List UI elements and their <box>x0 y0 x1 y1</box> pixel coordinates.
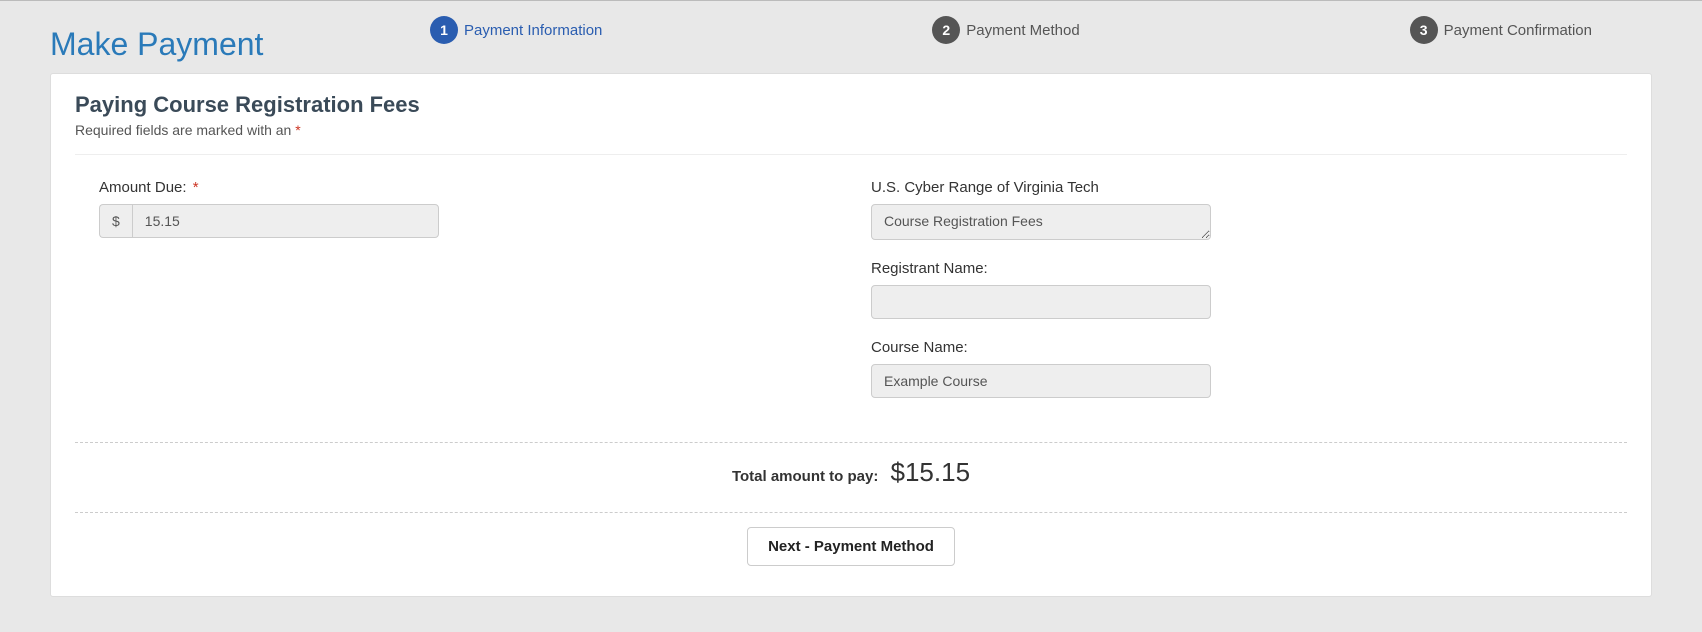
amount-due-input-group: $ <box>99 204 439 238</box>
right-column: U.S. Cyber Range of Virginia Tech Regist… <box>871 179 1603 418</box>
amount-due-field: Amount Due: * $ <box>99 179 831 238</box>
org-field: U.S. Cyber Range of Virginia Tech <box>871 179 1603 240</box>
org-value-input[interactable] <box>871 204 1211 240</box>
next-payment-method-button[interactable]: Next - Payment Method <box>747 527 955 566</box>
course-name-input[interactable] <box>871 364 1211 398</box>
step-number-icon: 1 <box>430 16 458 44</box>
label-text: Amount Due: <box>99 179 187 196</box>
header-area: Make Payment 1 Payment Information 2 Pay… <box>0 1 1702 73</box>
total-amount: $15.15 <box>891 457 971 487</box>
step-label: Payment Information <box>464 22 602 39</box>
page-title: Make Payment <box>50 26 430 63</box>
card-title: Paying Course Registration Fees <box>75 92 1627 118</box>
left-column: Amount Due: * $ <box>99 179 831 418</box>
required-note-text: Required fields are marked with an <box>75 122 295 138</box>
total-row: Total amount to pay: $15.15 <box>75 457 1627 488</box>
step-payment-confirmation[interactable]: 3 Payment Confirmation <box>1410 16 1592 44</box>
step-label: Payment Confirmation <box>1444 22 1592 39</box>
asterisk-icon: * <box>193 179 199 196</box>
step-label: Payment Method <box>966 22 1079 39</box>
registrant-name-field: Registrant Name: <box>871 260 1603 319</box>
dashed-divider <box>75 442 1627 443</box>
page-root: Make Payment 1 Payment Information 2 Pay… <box>0 0 1702 632</box>
button-row: Next - Payment Method <box>75 527 1627 566</box>
asterisk-icon: * <box>295 122 300 138</box>
amount-due-input[interactable] <box>132 204 439 238</box>
currency-symbol-icon: $ <box>99 204 132 238</box>
step-payment-information[interactable]: 1 Payment Information <box>430 16 602 44</box>
org-label: U.S. Cyber Range of Virginia Tech <box>871 179 1603 196</box>
total-label: Total amount to pay: <box>732 468 878 485</box>
course-name-field: Course Name: <box>871 339 1603 398</box>
progress-steps: 1 Payment Information 2 Payment Method 3… <box>430 16 1652 44</box>
divider <box>75 154 1627 155</box>
registrant-name-input[interactable] <box>871 285 1211 319</box>
amount-due-label: Amount Due: * <box>99 179 831 196</box>
step-payment-method[interactable]: 2 Payment Method <box>932 16 1079 44</box>
dashed-divider <box>75 512 1627 513</box>
required-fields-note: Required fields are marked with an * <box>75 122 1627 138</box>
form-grid: Amount Due: * $ U.S. Cyber Range of Virg… <box>75 179 1627 418</box>
registrant-name-label: Registrant Name: <box>871 260 1603 277</box>
step-number-icon: 2 <box>932 16 960 44</box>
step-number-icon: 3 <box>1410 16 1438 44</box>
payment-card: Paying Course Registration Fees Required… <box>50 73 1652 597</box>
course-name-label: Course Name: <box>871 339 1603 356</box>
